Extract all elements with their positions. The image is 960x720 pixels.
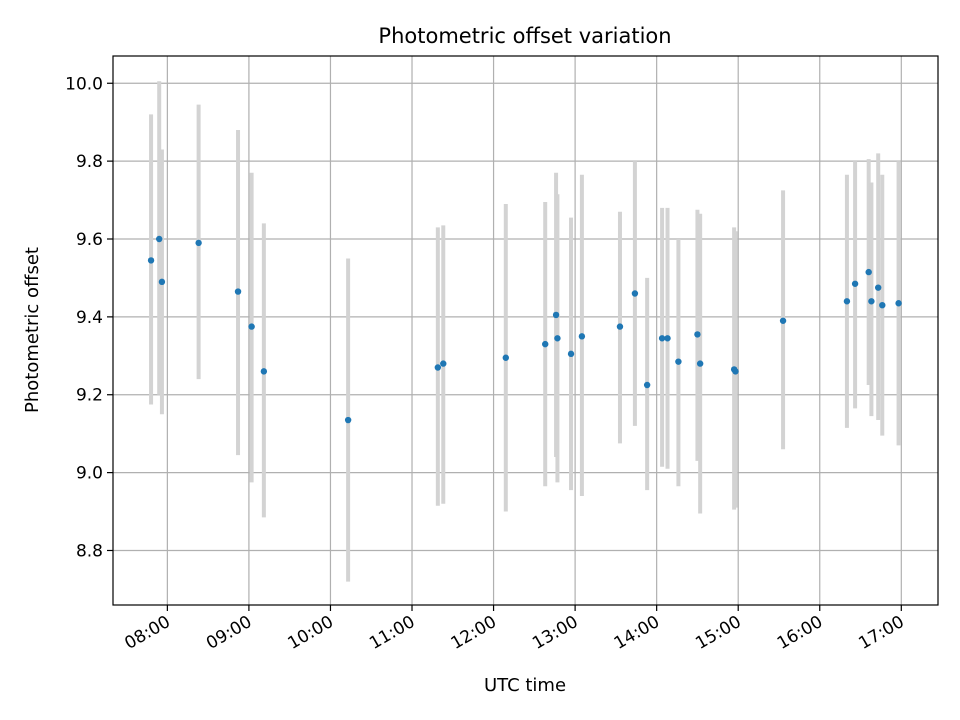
data-point [694, 331, 701, 338]
data-point [732, 368, 739, 375]
data-points [147, 235, 902, 424]
plot-frame [112, 55, 939, 606]
y-tick-label: 10.0 [65, 74, 103, 94]
data-point [552, 311, 560, 319]
data-point [248, 323, 255, 330]
data-point [865, 268, 872, 276]
data-point [675, 358, 682, 365]
y-tick: 9.6 [76, 230, 113, 250]
y-tick-label: 9.0 [76, 464, 103, 484]
data-point [616, 323, 624, 330]
y-tick: 9.2 [76, 386, 113, 406]
data-point [147, 257, 155, 264]
data-point [696, 360, 704, 367]
data-point [874, 284, 882, 291]
data-point [554, 335, 561, 342]
y-tick-label: 9.2 [76, 386, 103, 406]
data-point [158, 278, 166, 286]
y-tick: 9.4 [76, 308, 113, 328]
data-point [631, 290, 639, 297]
y-tick-label: 9.8 [76, 152, 103, 172]
data-point [879, 301, 886, 309]
data-point [868, 298, 875, 305]
data-point [578, 333, 586, 340]
data-point [851, 280, 859, 287]
y-axis-title: Photometric offset [22, 247, 43, 413]
y-tick: 9.0 [76, 464, 113, 484]
data-point [895, 300, 902, 307]
y-axis-ticks: 8.8 9.0 9.2 9.4 9.6 9.8 10.0 [65, 74, 113, 561]
data-point [344, 416, 352, 424]
y-tick-label: 8.8 [76, 541, 103, 561]
y-tick-label: 9.6 [76, 230, 103, 250]
y-tick: 10.0 [65, 74, 113, 94]
chart-title: Photometric offset variation [378, 24, 671, 48]
grid [113, 56, 938, 605]
y-tick: 9.8 [76, 152, 113, 172]
data-point [195, 239, 202, 247]
data-point [843, 298, 851, 305]
y-tick-label: 9.4 [76, 308, 103, 328]
x-axis-title: UTC time [484, 675, 566, 696]
data-point [567, 350, 575, 358]
data-point [260, 368, 268, 375]
data-point [542, 340, 549, 348]
data-point [440, 360, 447, 367]
data-point [658, 335, 666, 342]
data-point [779, 317, 787, 324]
y-tick: 8.8 [76, 541, 113, 561]
data-point [664, 335, 671, 342]
data-point [643, 381, 651, 389]
data-point [434, 364, 442, 371]
data-point [502, 354, 509, 361]
data-point [234, 288, 242, 295]
data-point [156, 235, 163, 243]
